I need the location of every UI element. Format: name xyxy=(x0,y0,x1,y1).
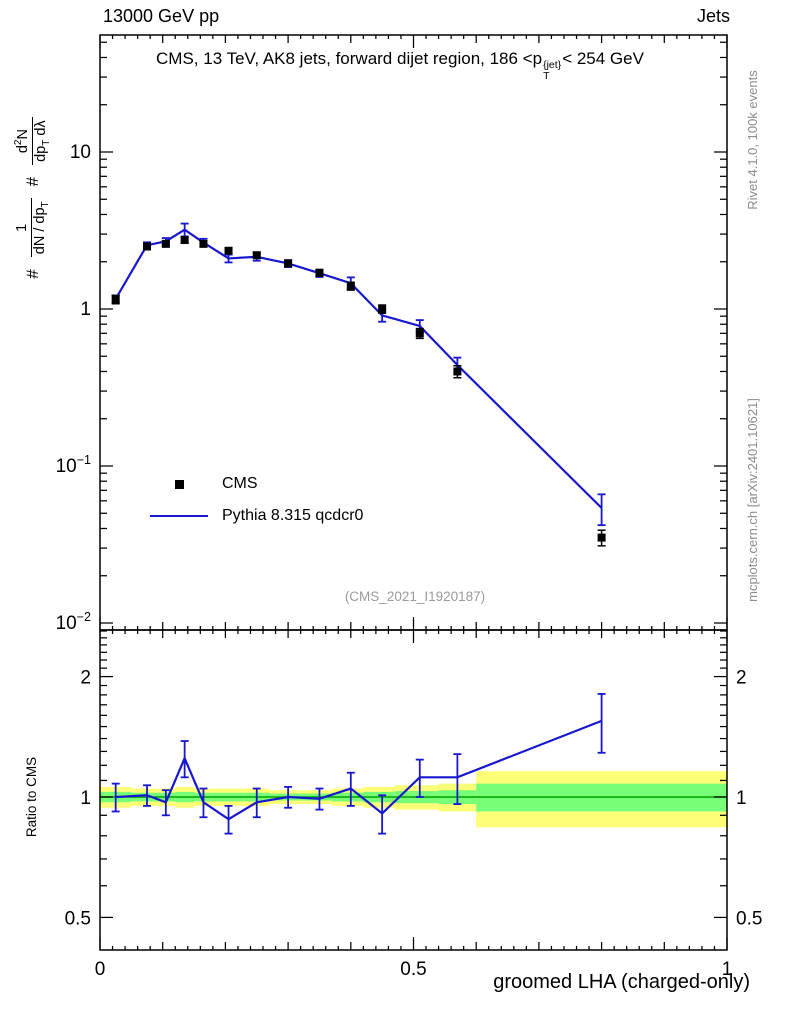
svg-text:1: 1 xyxy=(80,788,91,809)
svg-text:10−2: 10−2 xyxy=(56,610,91,634)
svg-text:10: 10 xyxy=(70,142,91,163)
svg-text:2: 2 xyxy=(80,668,91,689)
svg-text:10−1: 10−1 xyxy=(56,453,91,477)
legend-label-pythia: Pythia 8.315 qcdcr0 xyxy=(222,507,364,524)
ylabel-fraction-2: d2N dpT dλ xyxy=(13,117,54,165)
svg-text:1: 1 xyxy=(722,959,733,980)
y-axis-label: # 1 dN / dpT # d2N dpT dλ xyxy=(2,43,64,353)
pythia-line-marker xyxy=(150,515,208,517)
header-beam-energy: 13000 GeV pp xyxy=(103,6,220,26)
ylabel-hash-1: # xyxy=(23,269,42,279)
analysis-watermark: (CMS_2021_I1920187) xyxy=(344,589,486,604)
mcplots-credit: mcplots.cern.ch [arXiv:2401.10621] xyxy=(745,398,760,602)
plot-title-text-2: < 254 GeV xyxy=(562,49,644,68)
legend: CMS Pythia 8.315 qcdcr0 xyxy=(148,468,363,532)
rivet-version-credit: Rivet 4.1.0, 100k events xyxy=(745,70,760,210)
ylabel-hash-2: # xyxy=(23,176,42,187)
ratio-y-axis-label: Ratio to CMS xyxy=(24,756,39,838)
svg-text:0: 0 xyxy=(95,959,106,980)
cms-square-marker xyxy=(174,479,184,489)
pt-jet-subsup: {jet} T xyxy=(543,59,562,83)
legend-label-cms: CMS xyxy=(222,475,258,492)
svg-text:0.5: 0.5 xyxy=(736,908,762,929)
x-axis-title: groomed LHA (charged-only) xyxy=(493,971,750,993)
svg-text:1: 1 xyxy=(736,788,747,809)
legend-entry-cms: CMS xyxy=(148,468,363,500)
svg-text:1: 1 xyxy=(80,299,91,320)
ylabel-fraction-1: 1 dN / dpT xyxy=(14,198,53,258)
svg-text:0.5: 0.5 xyxy=(65,908,91,929)
svg-text:0.5: 0.5 xyxy=(400,959,426,980)
plot-title: CMS, 13 TeV, AK8 jets, forward dijet reg… xyxy=(55,49,745,82)
header-process: Jets xyxy=(696,6,730,26)
svg-text:2: 2 xyxy=(736,668,747,689)
legend-entry-pythia: Pythia 8.315 qcdcr0 xyxy=(148,500,363,532)
plot-title-text-1: CMS, 13 TeV, AK8 jets, forward dijet reg… xyxy=(156,49,543,68)
